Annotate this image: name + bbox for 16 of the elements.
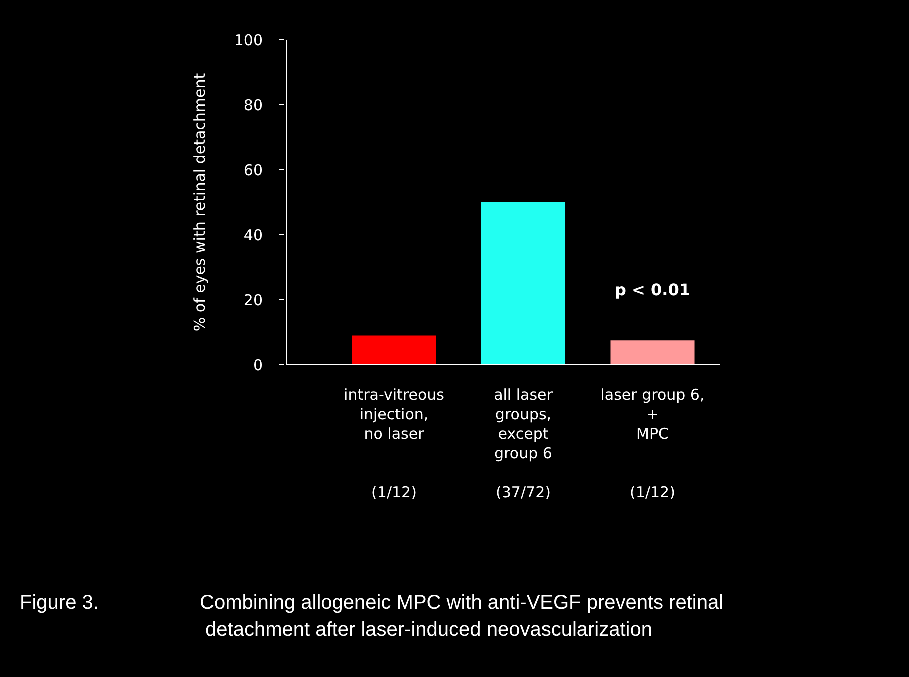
y-tick-label: 60 (244, 161, 263, 180)
y-tick-label: 80 (244, 96, 263, 114)
y-tick-label: 20 (244, 291, 263, 310)
text: Figure 3. (20, 592, 99, 614)
category-label: all laser groups, except group 6 (37/72) (494, 386, 553, 502)
bar (481, 202, 566, 365)
y-tick-label: 100 (234, 31, 263, 50)
text: Combining allogeneic MPC with anti-VEGF prevents retinal detachment after laser-induced neovascularization (200, 592, 724, 641)
y-tick-label: 40 (244, 226, 263, 244)
y-tick-label: 0 (253, 356, 263, 374)
category-label: intra-vitreous injection, no laser (1/12) (344, 386, 444, 502)
annotation: p < 0.01 (615, 280, 690, 300)
bar (610, 340, 695, 365)
y-axis-title: % of eyes with retinal detachment (191, 73, 209, 332)
category-label: laser group 6, + MPC (1/12) (600, 386, 705, 502)
bar (352, 336, 436, 365)
